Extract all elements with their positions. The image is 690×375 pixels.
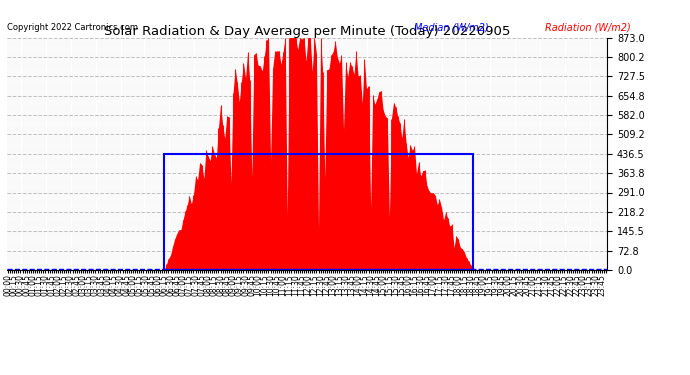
Text: Radiation (W/m2): Radiation (W/m2) (545, 22, 631, 33)
Bar (164, 154, 473, 270)
Text: Median (W/m2): Median (W/m2) (414, 22, 489, 33)
Text: Copyright 2022 Cartronics.com: Copyright 2022 Cartronics.com (7, 22, 138, 32)
Title: Solar Radiation & Day Average per Minute (Today) 20220905: Solar Radiation & Day Average per Minute… (104, 24, 510, 38)
